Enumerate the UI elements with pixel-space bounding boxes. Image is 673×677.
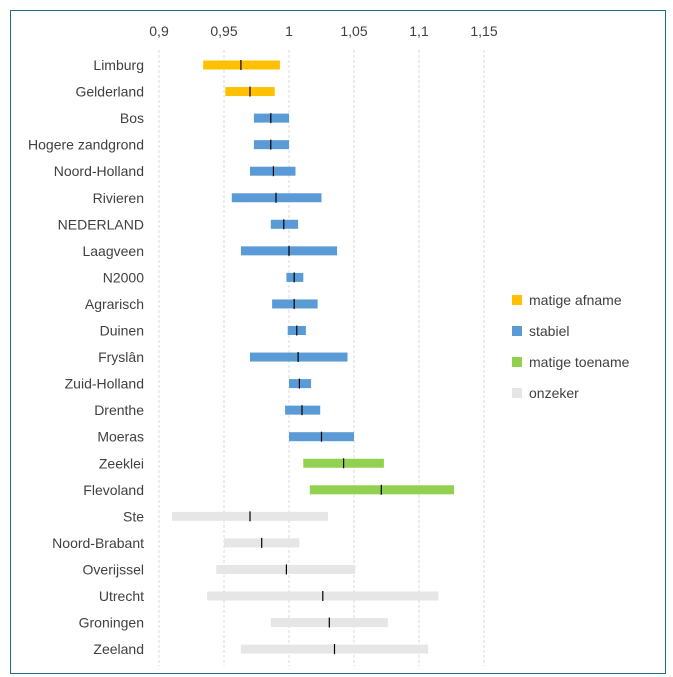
legend-label: matige afname — [529, 292, 622, 308]
range-bar-matige-toename — [309, 485, 455, 495]
category-label: Overijssel — [83, 561, 144, 577]
range-bar-stabiel — [285, 405, 321, 415]
category-label: Bos — [120, 110, 144, 126]
category-label: Flevoland — [83, 482, 144, 498]
category-label: Duinen — [100, 323, 144, 339]
range-bar-matige-afname — [203, 60, 280, 70]
range-bar-stabiel — [286, 272, 304, 282]
range-bar-stabiel — [253, 113, 289, 123]
category-label: Gelderland — [76, 84, 145, 100]
category-label: Fryslân — [98, 349, 144, 365]
x-tick-label: 0,9 — [149, 23, 169, 39]
legend-label: stabiel — [529, 323, 569, 339]
category-label: Agrarisch — [85, 296, 144, 312]
range-bar-stabiel — [250, 166, 296, 176]
legend-swatch-matige-afname — [512, 295, 522, 305]
legend-swatch-onzeker — [512, 388, 522, 398]
category-label: Groningen — [79, 615, 144, 631]
category-label: Zeeland — [93, 641, 144, 657]
x-tick-label: 1,15 — [470, 23, 497, 39]
range-bar-stabiel — [253, 140, 289, 150]
legend: matige afname stabiel matige toename onzeke… — [512, 292, 630, 401]
range-bar-stabiel — [272, 299, 318, 309]
category-label: Noord-Brabant — [52, 535, 144, 551]
legend-label: matige toename — [529, 354, 630, 370]
category-label: Limburg — [93, 57, 144, 73]
category-label: Noord-Holland — [54, 163, 144, 179]
category-label: Zeeklei — [99, 455, 144, 471]
category-label: Utrecht — [99, 588, 144, 604]
range-bar-stabiel — [270, 219, 299, 229]
y-axis-category-labels: Limburg Gelderland Bos Hogere zandgrond Noor… — [28, 57, 144, 657]
x-axis-tick-labels: 0,9 0,95 1 1,05 1,1 1,15 — [149, 23, 498, 39]
legend-swatch-matige-toename — [512, 357, 522, 367]
category-label: Hogere zandgrond — [28, 137, 144, 153]
category-label: Zuid-Holland — [65, 376, 144, 392]
range-bar-stabiel — [289, 379, 312, 389]
range-bar-onzeker — [216, 564, 356, 574]
category-label: Drenthe — [94, 402, 144, 418]
category-label: Ste — [123, 508, 144, 524]
x-tick-label: 1 — [285, 23, 293, 39]
category-label: N2000 — [103, 269, 144, 285]
legend-label: onzeker — [529, 385, 579, 401]
legend-swatch-stabiel — [512, 326, 522, 336]
range-bar-stabiel — [250, 352, 348, 362]
x-tick-label: 1,05 — [340, 23, 367, 39]
category-label: Rivieren — [93, 190, 144, 206]
category-label: NEDERLAND — [58, 216, 144, 232]
chart-frame — [10, 10, 666, 674]
range-bars — [172, 60, 455, 655]
x-tick-label: 1,1 — [409, 23, 429, 39]
category-label: Laagveen — [82, 243, 144, 259]
category-label: Moeras — [97, 429, 144, 445]
range-bar-stabiel — [231, 193, 322, 203]
x-tick-label: 0,95 — [210, 23, 237, 39]
